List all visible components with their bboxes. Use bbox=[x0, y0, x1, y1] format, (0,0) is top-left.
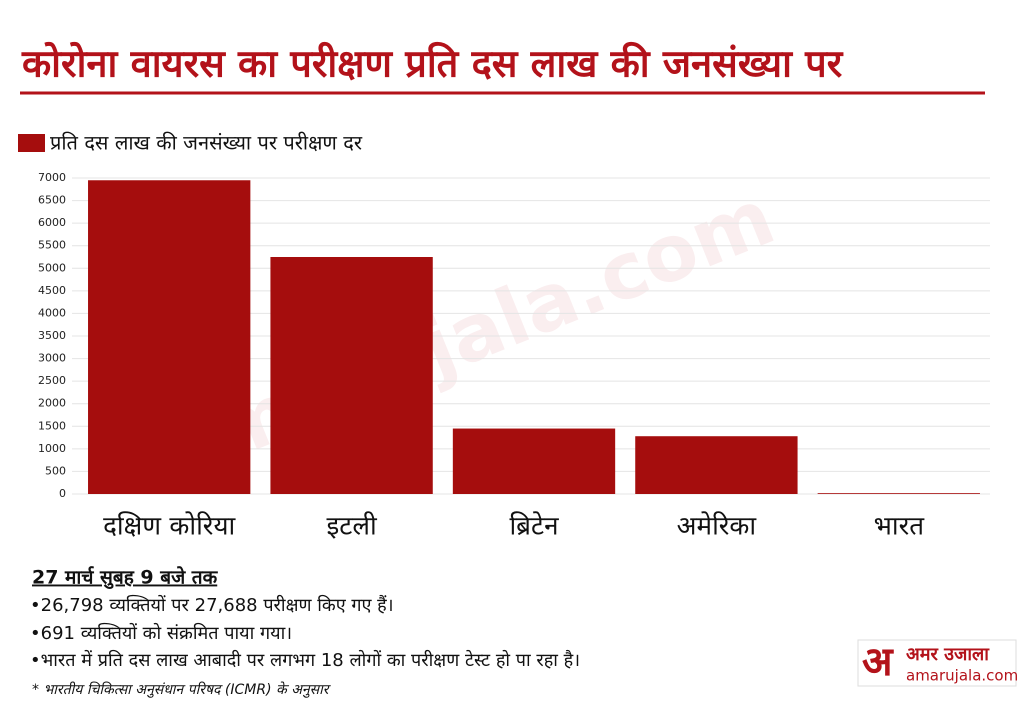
legend-label: प्रति दस लाख की जनसंख्या पर परीक्षण दर bbox=[50, 131, 363, 155]
y-tick-label: 2000 bbox=[38, 397, 66, 410]
x-tick-label: अमेरिका bbox=[677, 511, 758, 542]
bar bbox=[635, 436, 798, 494]
y-tick-label: 0 bbox=[59, 487, 66, 500]
x-tick-label: ब्रिटेन bbox=[509, 511, 559, 542]
y-tick-label: 6500 bbox=[38, 194, 66, 207]
y-tick-label: 500 bbox=[45, 464, 66, 477]
notes-heading: 27 मार्च सुबह 9 बजे तक bbox=[32, 566, 219, 590]
x-tick-label: भारत bbox=[874, 512, 926, 542]
note-line: •691 व्यक्तियों को संक्रमित पाया गया। bbox=[30, 622, 292, 644]
y-tick-label: 5500 bbox=[38, 239, 66, 252]
source-note: * भारतीय चिकित्सा अनुसंधान परिषद (ICMR) … bbox=[32, 681, 332, 698]
legend-swatch bbox=[18, 134, 45, 152]
y-tick-label: 5000 bbox=[38, 261, 66, 274]
y-tick-label: 3500 bbox=[38, 329, 66, 342]
note-line: •भारत में प्रति दस लाख आबादी पर लगभग 18 … bbox=[30, 649, 580, 671]
bar bbox=[817, 493, 980, 494]
y-tick-label: 4000 bbox=[38, 306, 66, 319]
logo-mark: अ bbox=[862, 639, 894, 685]
notes: 27 मार्च सुबह 9 बजे तक •26,798 व्यक्तियो… bbox=[30, 566, 580, 699]
bar bbox=[452, 428, 616, 494]
logo-box bbox=[857, 639, 1017, 687]
y-tick-label: 3000 bbox=[38, 352, 66, 365]
y-tick-label: 1500 bbox=[38, 419, 66, 432]
logo: अ अमर उजाला amarujala.com bbox=[857, 639, 1017, 687]
chart-title: कोरोना वायरस का परीक्षण प्रति दस लाख की … bbox=[21, 42, 844, 86]
logo-name: अमर उजाला bbox=[906, 644, 990, 665]
y-tick-label: 2500 bbox=[38, 374, 66, 387]
bar bbox=[270, 257, 433, 494]
y-tick-label: 6000 bbox=[38, 216, 66, 229]
x-tick-label: इटली bbox=[326, 511, 377, 542]
note-line: •26,798 व्यक्तियों पर 27,688 परीक्षण किए… bbox=[30, 594, 394, 616]
y-tick-label: 4500 bbox=[38, 284, 66, 297]
y-tick-label: 7000 bbox=[38, 171, 66, 184]
x-tick-label: दक्षिण कोरिया bbox=[103, 511, 236, 542]
bar bbox=[88, 180, 251, 494]
y-tick-label: 1000 bbox=[38, 442, 66, 455]
logo-url: amarujala.com bbox=[906, 667, 1017, 685]
